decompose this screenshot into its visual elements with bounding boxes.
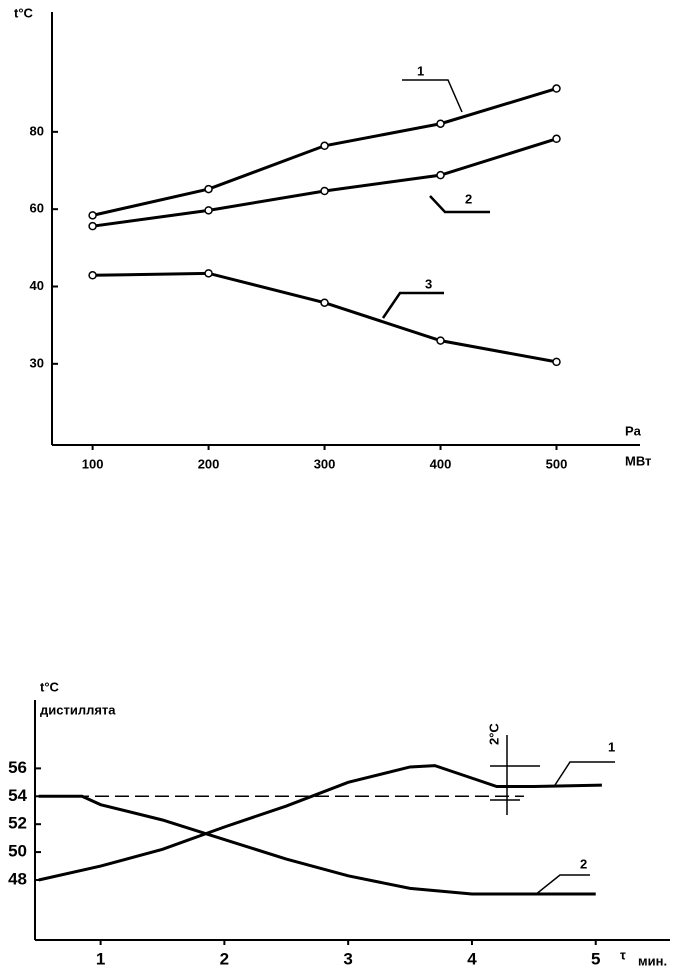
series-line (92, 271, 557, 364)
point (204, 206, 213, 215)
chart-bottom: 48 50 52 54 56 1 2 3 4 5 t°C дистиллята τ мин. 2°C 1 2 (8, 679, 670, 967)
series-line (92, 87, 557, 217)
point (552, 357, 561, 367)
x-tick-label: 2 (220, 949, 229, 967)
point (552, 84, 561, 93)
point (436, 119, 445, 128)
point (436, 170, 445, 180)
series-line (38, 764, 602, 882)
x-label: τ (620, 947, 626, 962)
y-tick-label: 56 (8, 758, 27, 777)
annotation: 2°C (486, 723, 501, 745)
x-tick-label: 3 (343, 949, 352, 967)
series-line (38, 794, 596, 896)
x-tick-label: 200 (198, 456, 220, 471)
x-unit: МВт (625, 453, 651, 468)
series-label: 2 (465, 191, 472, 206)
x-unit: мин. (638, 953, 667, 967)
x-tick-label: 5 (591, 949, 600, 967)
x-tick-label: 400 (430, 456, 452, 471)
point (320, 186, 329, 196)
point (320, 141, 329, 151)
point (88, 211, 97, 220)
point (88, 221, 97, 231)
leader (429, 195, 490, 214)
leader (534, 874, 590, 896)
x-label: Pa (625, 423, 642, 438)
x-tick-label: 1 (96, 949, 105, 967)
series-label: 3 (425, 276, 432, 291)
point (436, 336, 445, 345)
point (204, 269, 213, 278)
y-tick-label: 48 (8, 869, 27, 888)
x-tick-label: 500 (546, 456, 568, 471)
point (204, 184, 213, 194)
y-label: t°C (40, 679, 60, 694)
chart-top: 30 40 60 80 100 200 300 400 500 t°C Pa МВт 1 2 3 (14, 5, 651, 471)
y-tick-label: 30 (30, 355, 44, 370)
y-tick-label: 80 (30, 123, 44, 138)
y-tick-label: 60 (30, 201, 44, 216)
y-tick-label: 40 (30, 278, 44, 293)
leader (402, 79, 463, 113)
leader (381, 291, 444, 319)
point (552, 134, 561, 144)
series-label: 1 (417, 63, 424, 78)
point (88, 271, 97, 280)
x-tick-label: 100 (82, 456, 104, 471)
leader (554, 761, 615, 786)
series-label: 2 (580, 856, 587, 871)
point (320, 298, 329, 307)
y-tick-label: 52 (8, 814, 27, 833)
series-label: 1 (608, 739, 615, 754)
x-tick-label: 300 (314, 456, 336, 471)
y-tick-label: 50 (8, 842, 27, 861)
x-tick-label: 4 (467, 949, 477, 967)
y-sublabel: дистиллята (40, 702, 116, 717)
y-label: t°C (14, 5, 34, 20)
y-tick-label: 54 (8, 786, 27, 805)
